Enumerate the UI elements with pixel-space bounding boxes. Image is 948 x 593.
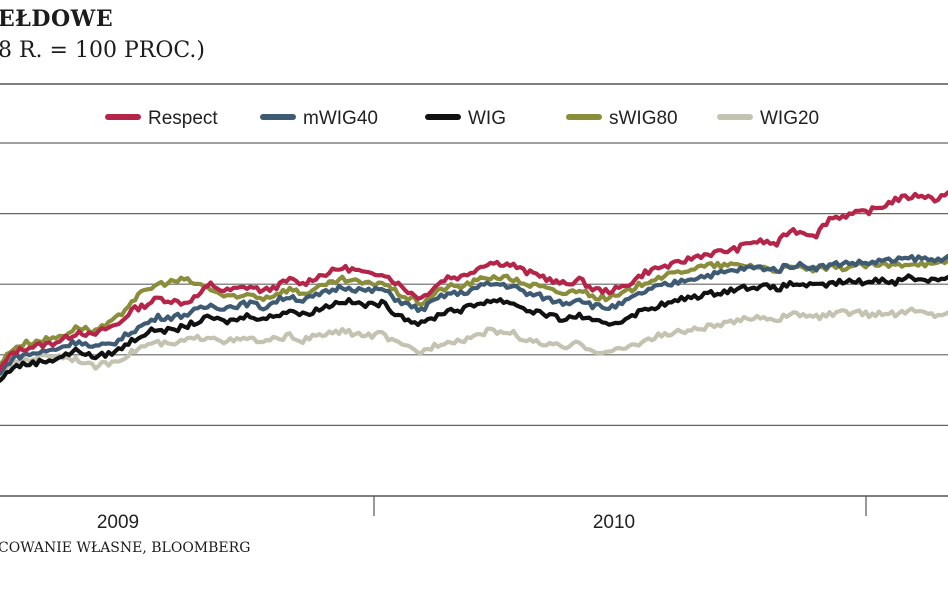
series-line-respect <box>0 190 948 371</box>
legend-label: WIG <box>468 108 506 129</box>
legend-label: WIG20 <box>760 108 819 129</box>
source-note: COWANIE WŁASNE, BLOOMBERG <box>0 540 251 556</box>
legend: Respect mWIG40 WIG sWIG80 WIG20 <box>105 108 819 129</box>
legend-item-swig80: sWIG80 <box>566 108 678 129</box>
chart-subtitle: 8 R. = 100 PROC.) <box>0 38 205 63</box>
legend-label: Respect <box>148 108 218 129</box>
series-line-wig20 <box>0 306 948 381</box>
series-line-wig <box>0 273 948 383</box>
legend-item-wig: WIG <box>425 108 506 129</box>
legend-item-mwig40: mWIG40 <box>260 108 378 129</box>
x-tick-label: 2009 <box>97 512 139 533</box>
legend-label: sWIG80 <box>609 108 678 129</box>
legend-item-respect: Respect <box>105 108 218 129</box>
chart-title: EŁDOWE <box>0 6 114 32</box>
legend-label: mWIG40 <box>303 108 378 129</box>
x-tick-label: 2010 <box>593 512 635 533</box>
legend-item-wig20: WIG20 <box>717 108 819 129</box>
series-line-mwig40 <box>0 253 948 376</box>
series-line-swig80 <box>0 258 948 367</box>
plot-area <box>0 190 948 383</box>
x-axis: 2009 2010 <box>97 496 867 533</box>
